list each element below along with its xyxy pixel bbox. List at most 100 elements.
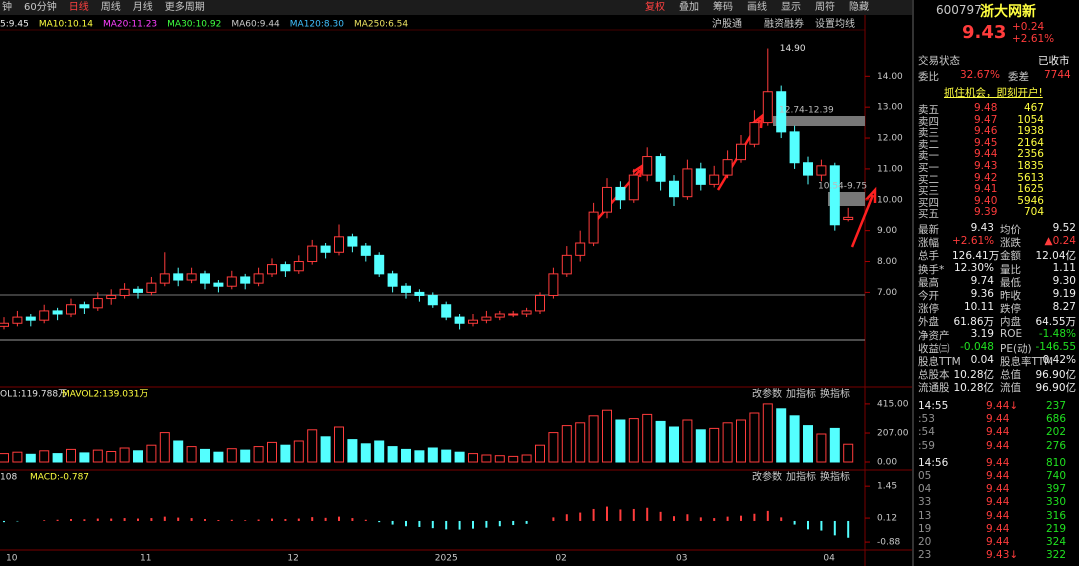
zone	[773, 116, 865, 126]
stat-label: 换手*	[918, 263, 945, 276]
volume-bar	[762, 403, 773, 463]
stat-value: 1.11	[1052, 261, 1076, 274]
stat-label: 外盘	[918, 316, 939, 329]
trade-price: 9.44	[986, 426, 1010, 439]
stat-value: 96.90亿	[1035, 369, 1076, 382]
period-tab[interactable]: 月线	[133, 0, 153, 13]
stat-value: ▲0.24	[1044, 235, 1076, 248]
trade-time: :59	[918, 439, 935, 452]
tool-button[interactable]: 筹码	[713, 0, 733, 13]
stat-label: 收益㈢	[918, 342, 950, 355]
book-label: 买三	[918, 185, 939, 198]
panel-button[interactable]: 改参数	[752, 470, 782, 483]
legend: MACD:-0.787	[30, 473, 89, 483]
book-volume: 2164	[1017, 136, 1044, 149]
book-label: 买五	[918, 208, 939, 221]
candle-body	[267, 264, 277, 275]
panel-button[interactable]: 加指标	[786, 387, 816, 400]
volume-bar	[695, 429, 706, 463]
candle-body	[401, 285, 411, 293]
stat-label: 股息率TTM	[1000, 356, 1054, 368]
promo-link[interactable]: 抓住机会，即刻开户!	[944, 87, 1043, 99]
volume-bar	[360, 443, 371, 463]
stat-label: ROE	[1000, 327, 1023, 340]
chart-link[interactable]: 融资融券	[764, 17, 804, 30]
stat-label: 最新	[918, 224, 939, 236]
book-label: 买二	[918, 173, 939, 186]
volume-bar	[669, 426, 679, 463]
volume-bar	[816, 433, 827, 463]
candle-body	[12, 316, 23, 324]
period-tab[interactable]: 周线	[101, 0, 121, 13]
period-tab[interactable]: 60分钟	[24, 0, 57, 13]
candle-body	[360, 245, 371, 256]
stat-value: 3.19	[970, 327, 994, 340]
candle-body	[92, 298, 103, 309]
candle-body	[709, 174, 720, 185]
trade-volume: 810	[1045, 456, 1066, 469]
panel-button[interactable]: 改参数	[752, 387, 782, 400]
candle-body	[186, 273, 197, 281]
book-price: 9.44	[974, 148, 998, 161]
stat-label: 总股本	[918, 369, 950, 382]
chart-link[interactable]: 沪股通	[712, 17, 742, 30]
stat-value: 0.04	[970, 354, 994, 366]
y-tick-label: 415.00	[877, 399, 909, 409]
book-label: 买四	[918, 196, 939, 209]
candle-body	[39, 310, 50, 321]
tool-button[interactable]: 隐藏	[849, 1, 869, 13]
status-label: 交易状态	[918, 55, 960, 67]
legend: MAVOL2:139.031万	[62, 390, 148, 400]
period-tab[interactable]: 钟	[2, 0, 12, 13]
stat-value: 9.19	[1052, 288, 1076, 300]
stat-label: 涨幅	[918, 237, 939, 250]
volume-bar	[736, 419, 746, 463]
period-tab[interactable]: 更多周期	[165, 0, 205, 13]
stat-label: 总手	[918, 250, 939, 263]
volume-bar	[655, 420, 666, 463]
tool-button[interactable]: 画线	[747, 0, 767, 13]
tool-button[interactable]: 周符	[815, 0, 835, 13]
book-volume: 2356	[1017, 148, 1044, 161]
stat-label: 涨停	[918, 303, 939, 316]
stat-label: 股息TTM	[918, 356, 961, 368]
y-tick-label: 9.00	[877, 226, 897, 236]
volume-bar	[173, 440, 184, 463]
book-price: 9.46	[974, 125, 998, 138]
x-tick-label: 03	[676, 554, 687, 564]
volume-bar	[186, 446, 197, 463]
chart-link[interactable]: 设置均线	[815, 17, 855, 30]
book-label: 卖二	[918, 138, 939, 151]
tool-button[interactable]: 叠加	[679, 1, 699, 13]
y-tick-label: 14.00	[877, 72, 903, 82]
volume-bar	[803, 425, 813, 463]
trade-volume: 330	[1045, 496, 1066, 509]
book-price: 9.40	[974, 194, 998, 207]
volume-bar	[12, 451, 23, 463]
ma-legend: MA20:11.23	[103, 20, 157, 30]
candle-body	[749, 122, 760, 145]
stat-label: 涨跌	[1000, 237, 1021, 250]
candle-body	[561, 254, 572, 275]
stat-label: 跌停	[1000, 303, 1021, 316]
stat-value: 8.27	[1052, 301, 1076, 314]
tool-button[interactable]: 复权	[645, 0, 665, 13]
candle-body	[468, 319, 478, 324]
stat-label: 最低	[1000, 276, 1021, 289]
tool-button[interactable]: 显示	[781, 1, 801, 13]
status: 已收市	[1038, 55, 1070, 67]
trade-time: 19	[918, 522, 932, 535]
stat-value: 9.52	[1052, 222, 1076, 234]
volume-bar	[320, 436, 331, 463]
volume-bar	[776, 408, 787, 463]
trade-price: 9.44↓	[986, 400, 1019, 412]
panel-button[interactable]: 换指标	[820, 470, 850, 483]
volume-bar	[387, 446, 398, 463]
trade-price: 9.44	[986, 439, 1010, 452]
period-tab[interactable]: 日线	[69, 0, 89, 13]
book-volume: 1938	[1017, 125, 1044, 138]
panel-button[interactable]: 加指标	[786, 470, 816, 483]
volume-bar	[508, 455, 519, 463]
panel-button[interactable]: 换指标	[820, 387, 850, 400]
candle-body	[0, 322, 9, 327]
